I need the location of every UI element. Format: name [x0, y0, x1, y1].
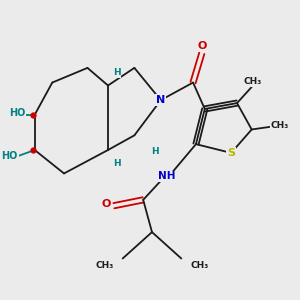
- Text: H: H: [151, 147, 159, 156]
- Text: H: H: [113, 159, 121, 168]
- Text: HO: HO: [2, 151, 18, 161]
- Text: H: H: [113, 68, 121, 77]
- Text: CH₃: CH₃: [190, 261, 208, 270]
- Text: O: O: [197, 41, 206, 51]
- Text: NH: NH: [158, 171, 176, 182]
- Text: CH₃: CH₃: [243, 77, 261, 86]
- Text: N: N: [156, 95, 165, 105]
- Text: O: O: [102, 199, 111, 209]
- Text: S: S: [227, 148, 235, 158]
- Text: CH₃: CH₃: [270, 122, 289, 130]
- Text: HO: HO: [9, 108, 25, 118]
- Text: CH₃: CH₃: [96, 261, 114, 270]
